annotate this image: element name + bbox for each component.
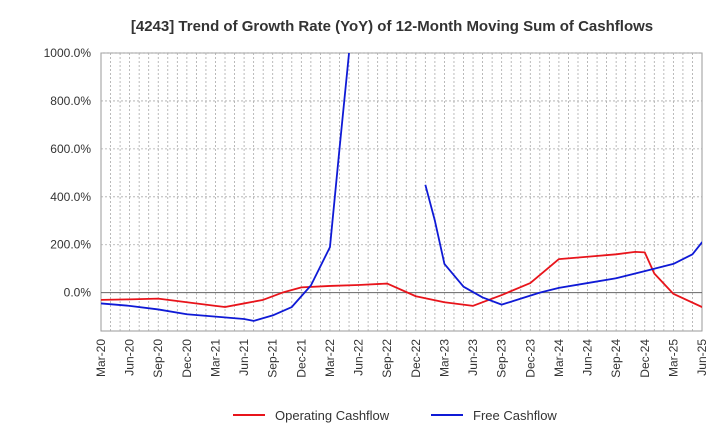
x-tick-label: Mar-24 — [552, 339, 566, 377]
x-tick-label: Dec-21 — [294, 339, 308, 378]
series-lines — [101, 53, 702, 322]
x-tick-label: Mar-25 — [666, 339, 680, 377]
x-tick-label: Dec-23 — [523, 339, 537, 378]
x-tick-label: Jun-22 — [352, 339, 366, 376]
plot-frame — [100, 52, 703, 332]
y-tick-label: 0.0% — [64, 286, 92, 300]
x-axis: Mar-20 Jun-20 Sep-20 Dec-20 Mar-21 Jun-21 Sep-… — [94, 339, 709, 378]
x-tick-label: Sep-21 — [266, 339, 280, 378]
y-tick-label: 400.0% — [50, 190, 91, 204]
x-tick-label: Mar-23 — [437, 339, 451, 377]
x-tick-label: Mar-22 — [323, 339, 337, 377]
free-cashflow-legend-label: Free Cashflow — [473, 408, 557, 423]
plot-area — [100, 52, 703, 332]
series-clip-group — [101, 53, 702, 322]
y-tick-label: 600.0% — [50, 142, 91, 156]
x-tick-label: Sep-20 — [151, 339, 165, 378]
x-tick-label: Jun-25 — [695, 339, 709, 376]
legend: Operating Cashflow Free Cashflow — [233, 408, 557, 423]
x-tick-label: Dec-22 — [409, 339, 423, 378]
x-tick-label: Sep-24 — [609, 339, 623, 378]
x-tick-label: Sep-23 — [495, 339, 509, 378]
x-tick-label: Jun-23 — [466, 339, 480, 376]
y-tick-label: 800.0% — [50, 94, 91, 108]
operating-cashflow-legend-label: Operating Cashflow — [275, 408, 390, 423]
x-tick-label: Dec-24 — [638, 339, 652, 378]
x-tick-label: Jun-20 — [123, 339, 137, 376]
y-tick-label: 1000.0% — [44, 46, 92, 60]
x-tick-label: Jun-21 — [237, 339, 251, 376]
x-tick-label: Jun-24 — [581, 339, 595, 376]
chart-title: [4243] Trend of Growth Rate (YoY) of 12-… — [131, 18, 653, 35]
grid-lines — [101, 52, 702, 331]
operating-cashflow-line — [101, 251, 702, 308]
y-tick-label: 200.0% — [50, 238, 91, 252]
free-cashflow-line — [424, 184, 702, 306]
x-tick-label: Dec-20 — [180, 339, 194, 378]
y-axis: 0.0% 200.0% 400.0% 600.0% 800.0% 1000.0% — [44, 46, 92, 300]
x-tick-label: Sep-22 — [380, 339, 394, 378]
x-tick-label: Mar-20 — [94, 339, 108, 377]
free-cashflow-line — [101, 53, 350, 322]
x-tick-label: Mar-21 — [208, 339, 222, 377]
